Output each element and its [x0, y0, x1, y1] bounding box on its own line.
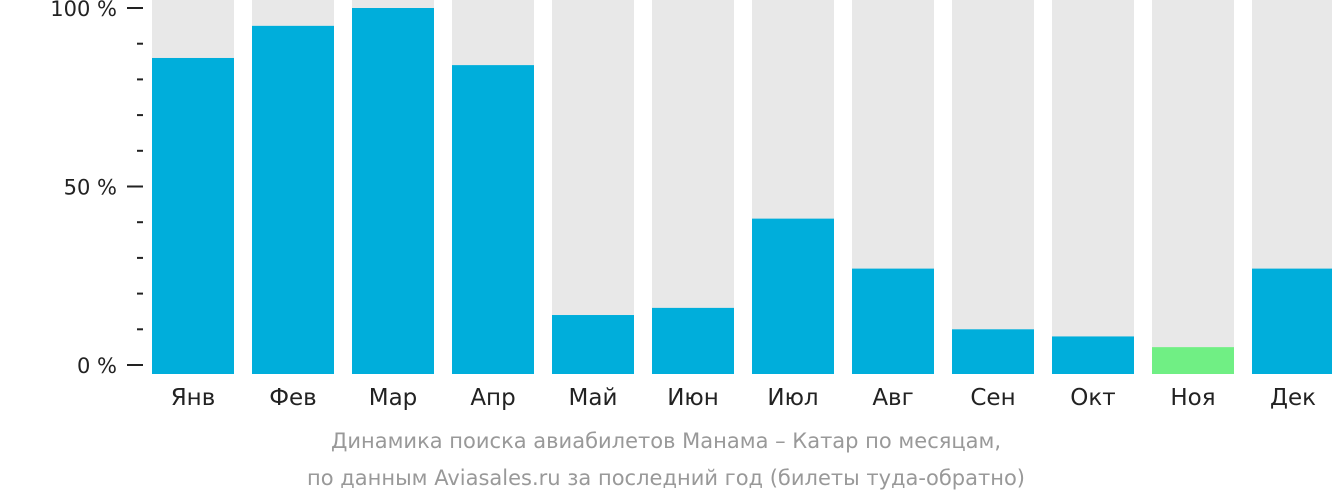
chart: 0 % 50 % 100 % Янв Фев Мар Апр Май Июн Июл Авг Сен… [50, 0, 1332, 411]
x-tick-label: Ноя [1170, 385, 1215, 411]
x-axis-labels: Янв Фев Мар Апр Май Июн Июл Авг Сен Окт Ноя Дек [171, 385, 1316, 411]
bar [652, 307, 734, 374]
x-tick-label: Апр [470, 385, 515, 411]
bar [1252, 268, 1332, 374]
chart-caption-line-1: Динамика поиска авиабилетов Манама – Кат… [330, 429, 1002, 453]
bar [152, 57, 234, 374]
x-tick-label: Сен [970, 385, 1015, 411]
x-tick-label: Авг [872, 385, 913, 411]
y-tick-label: 50 % [64, 176, 117, 200]
x-tick-label: Июн [667, 385, 719, 411]
bar [752, 218, 834, 374]
bar-track [952, 0, 1034, 374]
x-tick-label: Янв [171, 385, 216, 411]
bar-track [552, 0, 634, 374]
chart-caption-line-2: по данным Aviasales.ru за последний год … [307, 466, 1025, 490]
bar [1052, 336, 1134, 374]
x-tick-label: Фев [269, 385, 317, 411]
bar-track [1152, 0, 1234, 374]
bar [852, 268, 934, 374]
bar [352, 8, 434, 374]
x-tick-label: Май [569, 385, 618, 411]
bar [1152, 347, 1234, 374]
x-tick-label: Мар [369, 385, 418, 411]
x-tick-label: Дек [1270, 385, 1316, 411]
bar [552, 315, 634, 374]
y-tick-label: 100 % [50, 0, 117, 21]
x-tick-label: Окт [1070, 385, 1115, 411]
y-tick-label: 0 % [77, 354, 117, 378]
bar [952, 329, 1034, 374]
x-tick-label: Июл [767, 385, 818, 411]
bar [252, 25, 334, 374]
bars [152, 0, 1332, 375]
bar [452, 65, 534, 375]
y-axis: 0 % 50 % 100 % [50, 0, 143, 378]
bar-track [1052, 0, 1134, 374]
